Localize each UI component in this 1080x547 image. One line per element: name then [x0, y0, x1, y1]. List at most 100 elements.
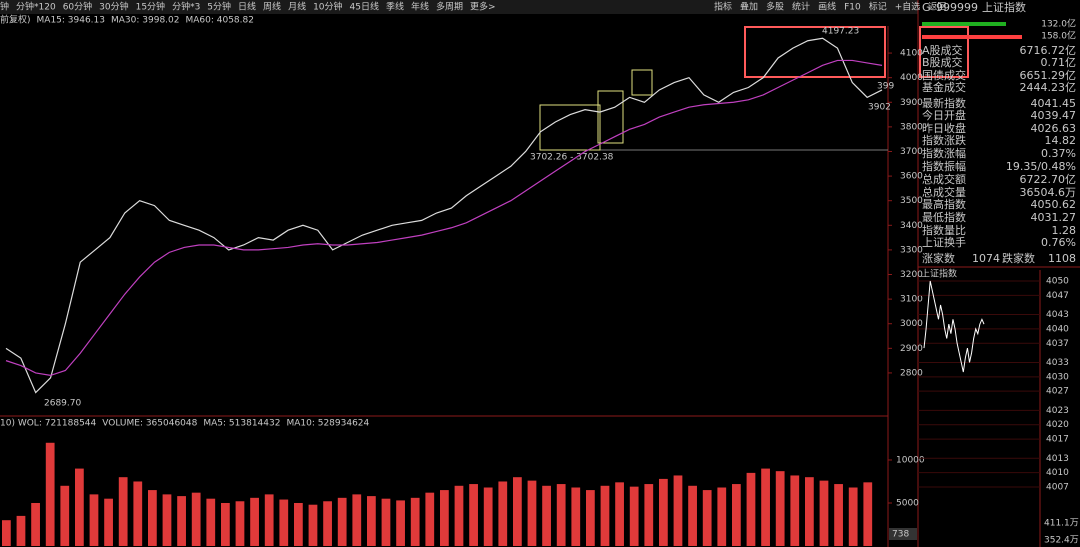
- y-tick-label: 4010: [1046, 468, 1069, 478]
- volume-bar: [615, 482, 624, 546]
- stat-value: 4050.62: [1031, 198, 1077, 211]
- stat-value: 2444.23亿: [1020, 81, 1077, 94]
- highlight-box: [631, 69, 653, 96]
- y-tick-label: 3100: [900, 295, 923, 305]
- annotation: 399: [877, 82, 894, 92]
- stat-label: 昨日收盘: [922, 121, 966, 135]
- volume-bar: [688, 485, 697, 546]
- y-tick-label: 10000: [896, 455, 925, 465]
- volume-bar: [819, 480, 829, 546]
- volume-bar: [513, 477, 522, 546]
- toolbar-item[interactable]: 60分钟: [63, 1, 92, 13]
- y-tick-label: 3700: [900, 147, 923, 157]
- stat-label: 总成交额: [922, 172, 966, 186]
- volume-bar: [586, 490, 595, 546]
- volume-info: 10) WOL: 721188544: [0, 419, 97, 429]
- panel: G 999999 上证指数 132.0亿 158.0亿 涨家数 1074 跌家数…: [918, 0, 1080, 268]
- toolbar-item[interactable]: 统计: [792, 1, 810, 13]
- toolbar-item[interactable]: 画线: [818, 1, 836, 13]
- toolbar-item[interactable]: 多周期: [436, 1, 463, 13]
- y-tick-label: 4013: [1046, 454, 1069, 464]
- volume-bar: [148, 490, 157, 546]
- stat-value: 4039.47: [1031, 109, 1077, 122]
- y-tick-label: 2900: [900, 344, 923, 354]
- stat-label: 指数涨幅: [922, 146, 966, 160]
- inflow-bar: [922, 22, 1006, 26]
- toolbar-item[interactable]: 返回: [928, 1, 946, 13]
- volume-box: [889, 528, 917, 540]
- toolbar-item[interactable]: 10分钟: [313, 1, 342, 13]
- volume-bar: [527, 480, 537, 546]
- info-item: 前复权): [0, 14, 31, 26]
- toolbar: [0, 0, 918, 14]
- stat-label: 涨家数: [922, 251, 955, 265]
- toolbar-item[interactable]: 钟: [0, 1, 9, 13]
- volume-bar: [133, 481, 143, 546]
- toolbar-item[interactable]: 标记: [869, 1, 887, 13]
- y-tick-label: 3600: [900, 172, 923, 182]
- toolbar-item[interactable]: 指标: [714, 1, 732, 13]
- stat-value: 1108: [1048, 252, 1076, 265]
- volume-bar: [659, 478, 668, 546]
- volume-bar: [60, 485, 70, 546]
- toolbar-item[interactable]: 45日线: [350, 1, 379, 13]
- panel-symbol: 999999: [936, 1, 978, 14]
- volume-bar: [790, 475, 800, 546]
- stat-label: 今日开盘: [922, 108, 966, 122]
- y-tick-label: 4000: [900, 73, 923, 83]
- volume-bar: [556, 484, 566, 546]
- volume-bar: [542, 485, 551, 546]
- y-tick-label: 3200: [900, 270, 923, 280]
- volume-bar: [381, 498, 391, 546]
- toolbar-item[interactable]: 更多>: [470, 1, 496, 13]
- highlight-box: [597, 90, 624, 144]
- toolbar-item[interactable]: F10: [844, 3, 861, 13]
- volume-info: VOLUME: 365046048: [102, 419, 197, 429]
- stat-value: 36504.6万: [1020, 186, 1077, 199]
- y-tick-label: 4023: [1046, 406, 1069, 416]
- toolbar-item[interactable]: 30分钟: [99, 1, 128, 13]
- toolbar-item[interactable]: 周线: [263, 1, 281, 13]
- volume-bar: [396, 500, 405, 546]
- volume-info: MA5: 513814432: [203, 419, 280, 429]
- toolbar-item[interactable]: 叠加: [740, 2, 758, 13]
- toolbar-item[interactable]: 分钟*3: [172, 1, 200, 13]
- toolbar-item[interactable]: 月线: [288, 1, 306, 13]
- annotation: 2689.70: [44, 399, 81, 409]
- stat-value: 6722.70亿: [1020, 173, 1077, 186]
- volume-bar: [75, 468, 84, 546]
- volume-bar: [104, 498, 113, 546]
- intraday-line: [923, 280, 985, 373]
- stat-value: 4041.45: [1031, 97, 1077, 110]
- toolbar-item[interactable]: 季线: [386, 1, 404, 13]
- toolbar-item[interactable]: 15分钟: [136, 1, 165, 13]
- y-tick-label: 4033: [1046, 358, 1069, 368]
- volume-bar: [118, 477, 128, 546]
- stat-value: 0.76%: [1041, 236, 1076, 249]
- y-tick-label: 3500: [900, 196, 923, 206]
- price-line: [5, 59, 883, 377]
- toolbar-item[interactable]: 日线: [238, 1, 256, 13]
- toolbar-item[interactable]: 5分钟: [207, 1, 231, 13]
- toolbar-item[interactable]: 多股: [766, 1, 784, 13]
- volume-bar: [498, 481, 508, 546]
- toolbar-item[interactable]: 分钟*120: [16, 1, 56, 13]
- volume-bar: [352, 494, 362, 546]
- stat-label: B股成交: [922, 55, 963, 69]
- y-tick-label: 3800: [900, 122, 923, 132]
- volume-tick-label: 411.1万: [1044, 519, 1079, 529]
- mini-title: 上证指数: [921, 268, 957, 280]
- volume-bar: [177, 496, 186, 546]
- volume-bar: [848, 487, 858, 546]
- y-tick-label: 2800: [900, 368, 923, 378]
- toolbar-item[interactable]: 年线: [411, 1, 429, 13]
- outflow-bar: [922, 35, 1022, 39]
- volume-bar: [308, 504, 318, 546]
- annotation: 4197.23: [822, 27, 859, 37]
- stat-value: 1074: [972, 252, 1000, 265]
- volume-bar: [629, 486, 639, 546]
- stat-label: 最低指数: [922, 210, 966, 224]
- volume-bar: [264, 494, 274, 546]
- toolbar-item[interactable]: +自选: [895, 1, 921, 13]
